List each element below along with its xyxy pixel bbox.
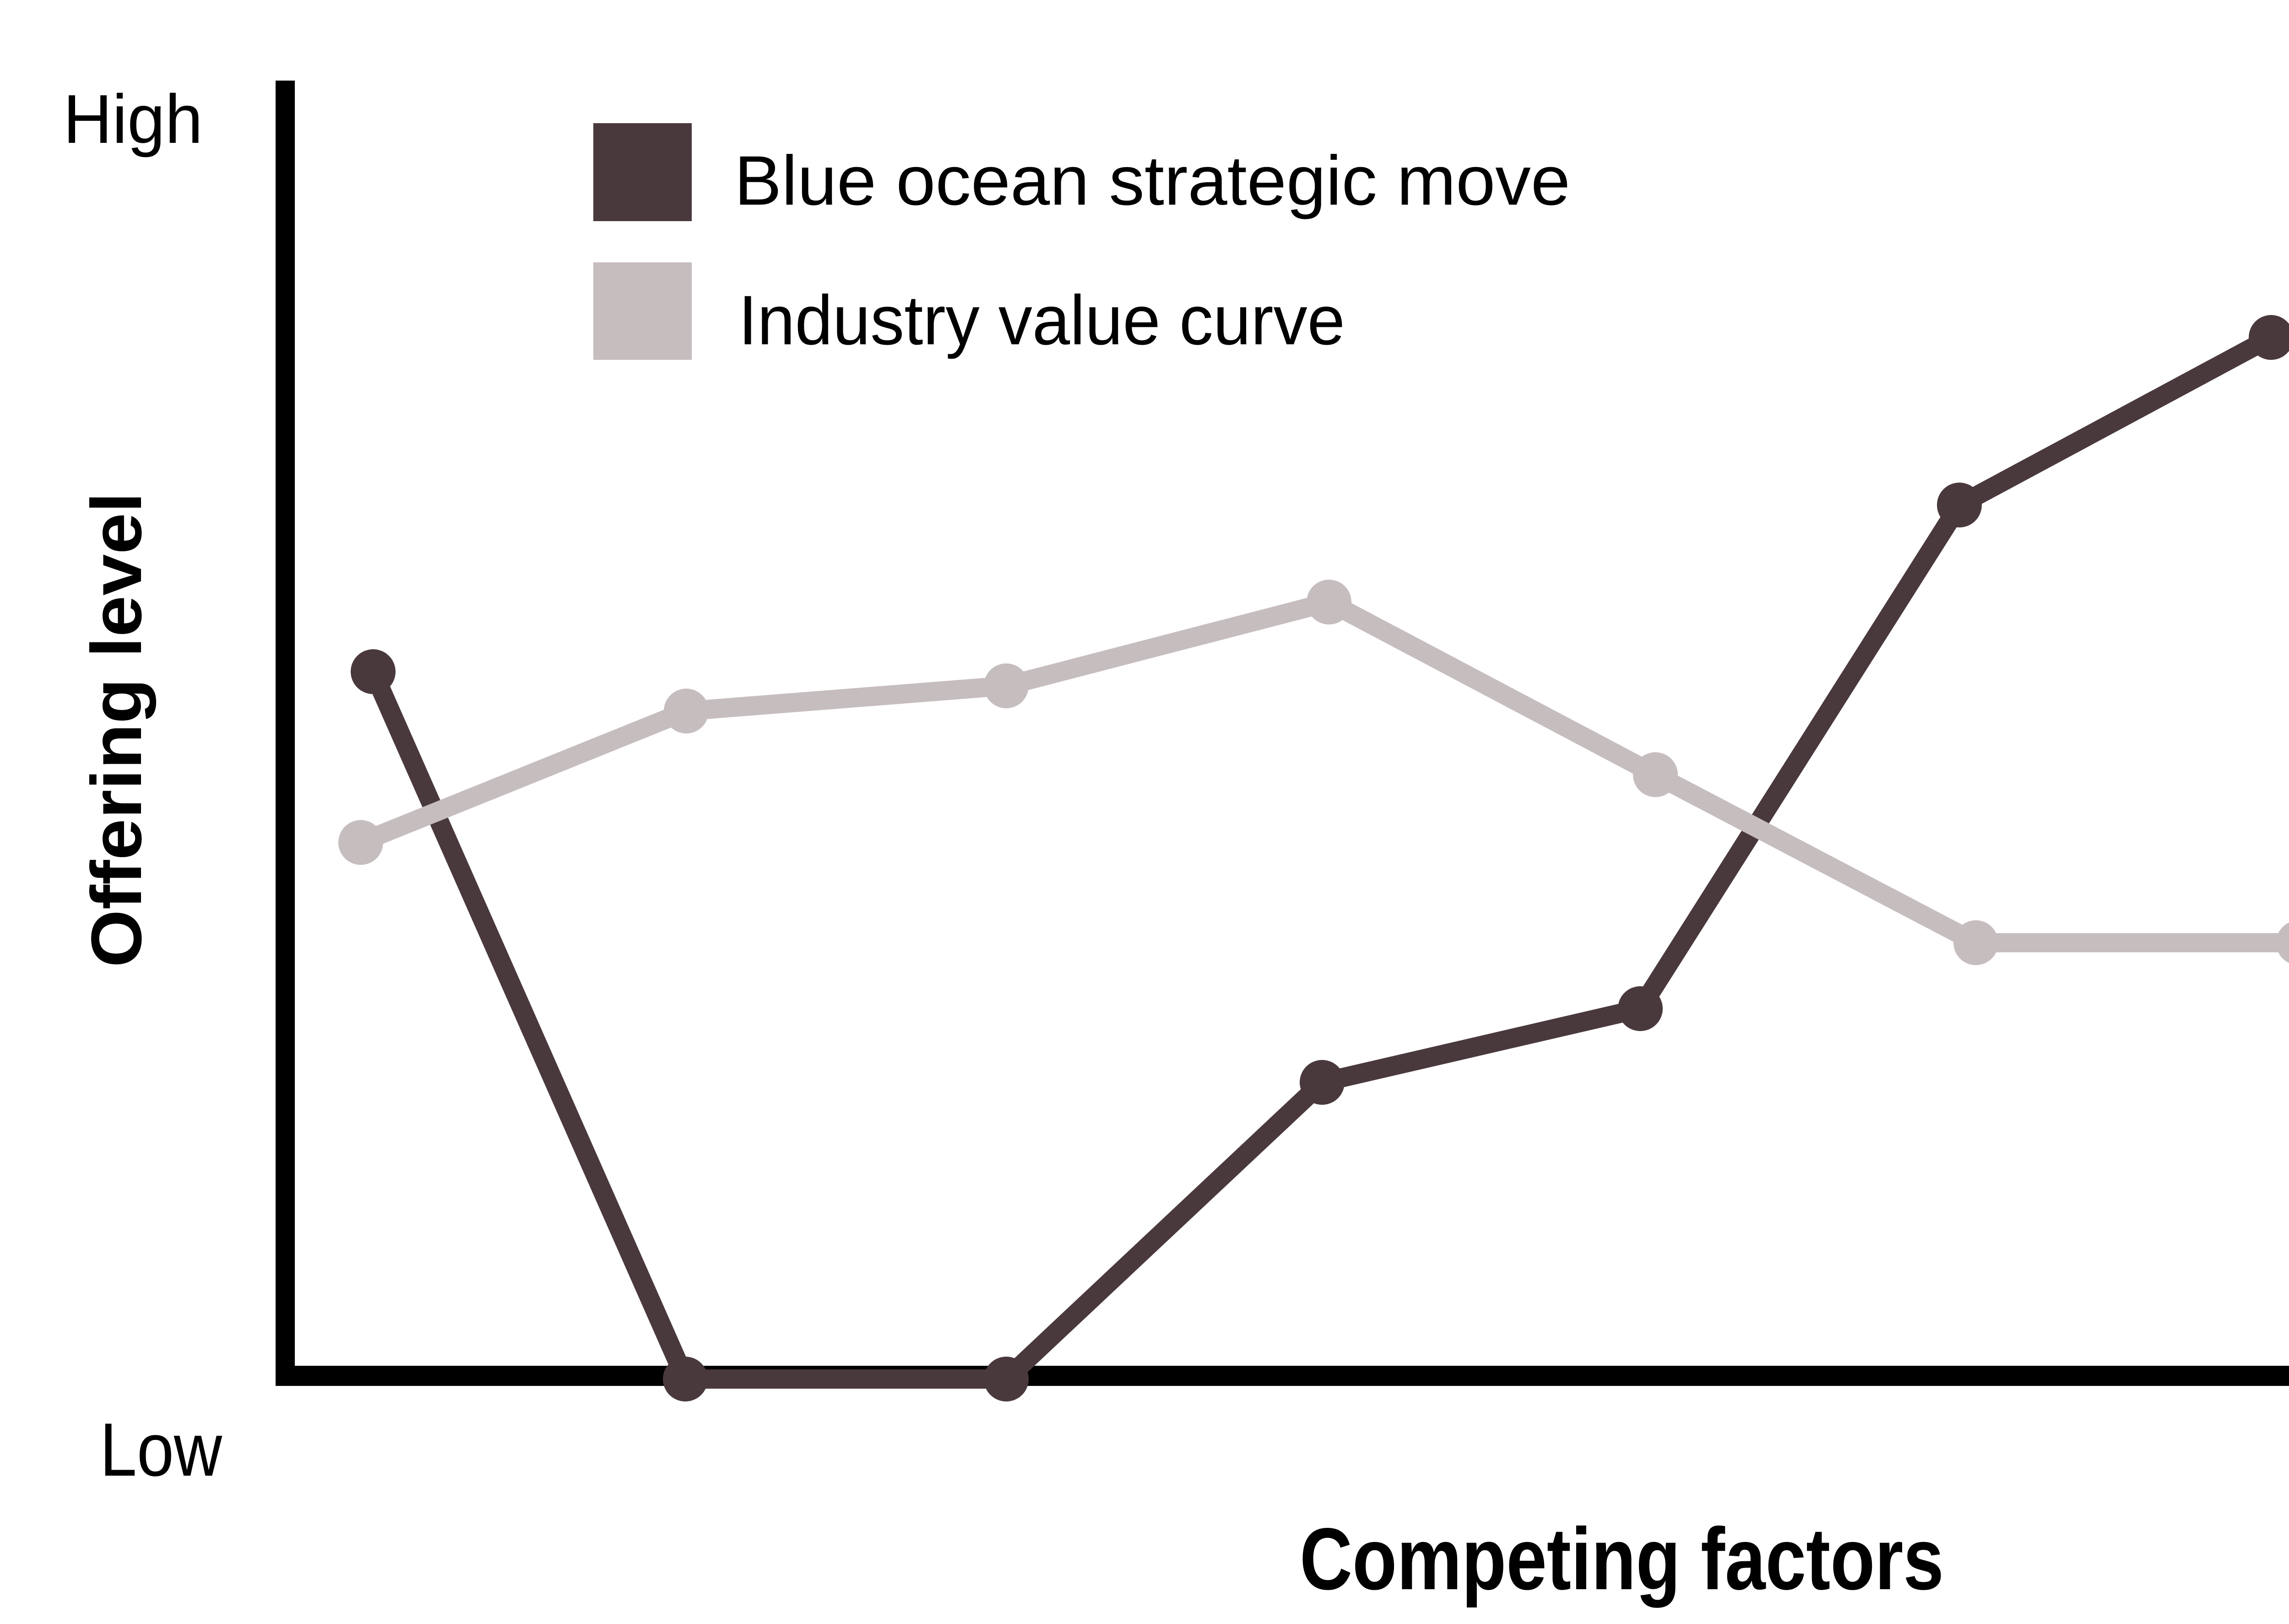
- svg-text:Industry value curve: Industry value curve: [738, 281, 1345, 359]
- svg-text:Offering level: Offering level: [77, 492, 157, 967]
- svg-text:Blue ocean strategic move: Blue ocean strategic move: [734, 141, 1570, 220]
- svg-text:Low: Low: [100, 1407, 222, 1492]
- svg-text:Competing factors: Competing factors: [1300, 1510, 1944, 1608]
- svg-text:High: High: [63, 80, 203, 158]
